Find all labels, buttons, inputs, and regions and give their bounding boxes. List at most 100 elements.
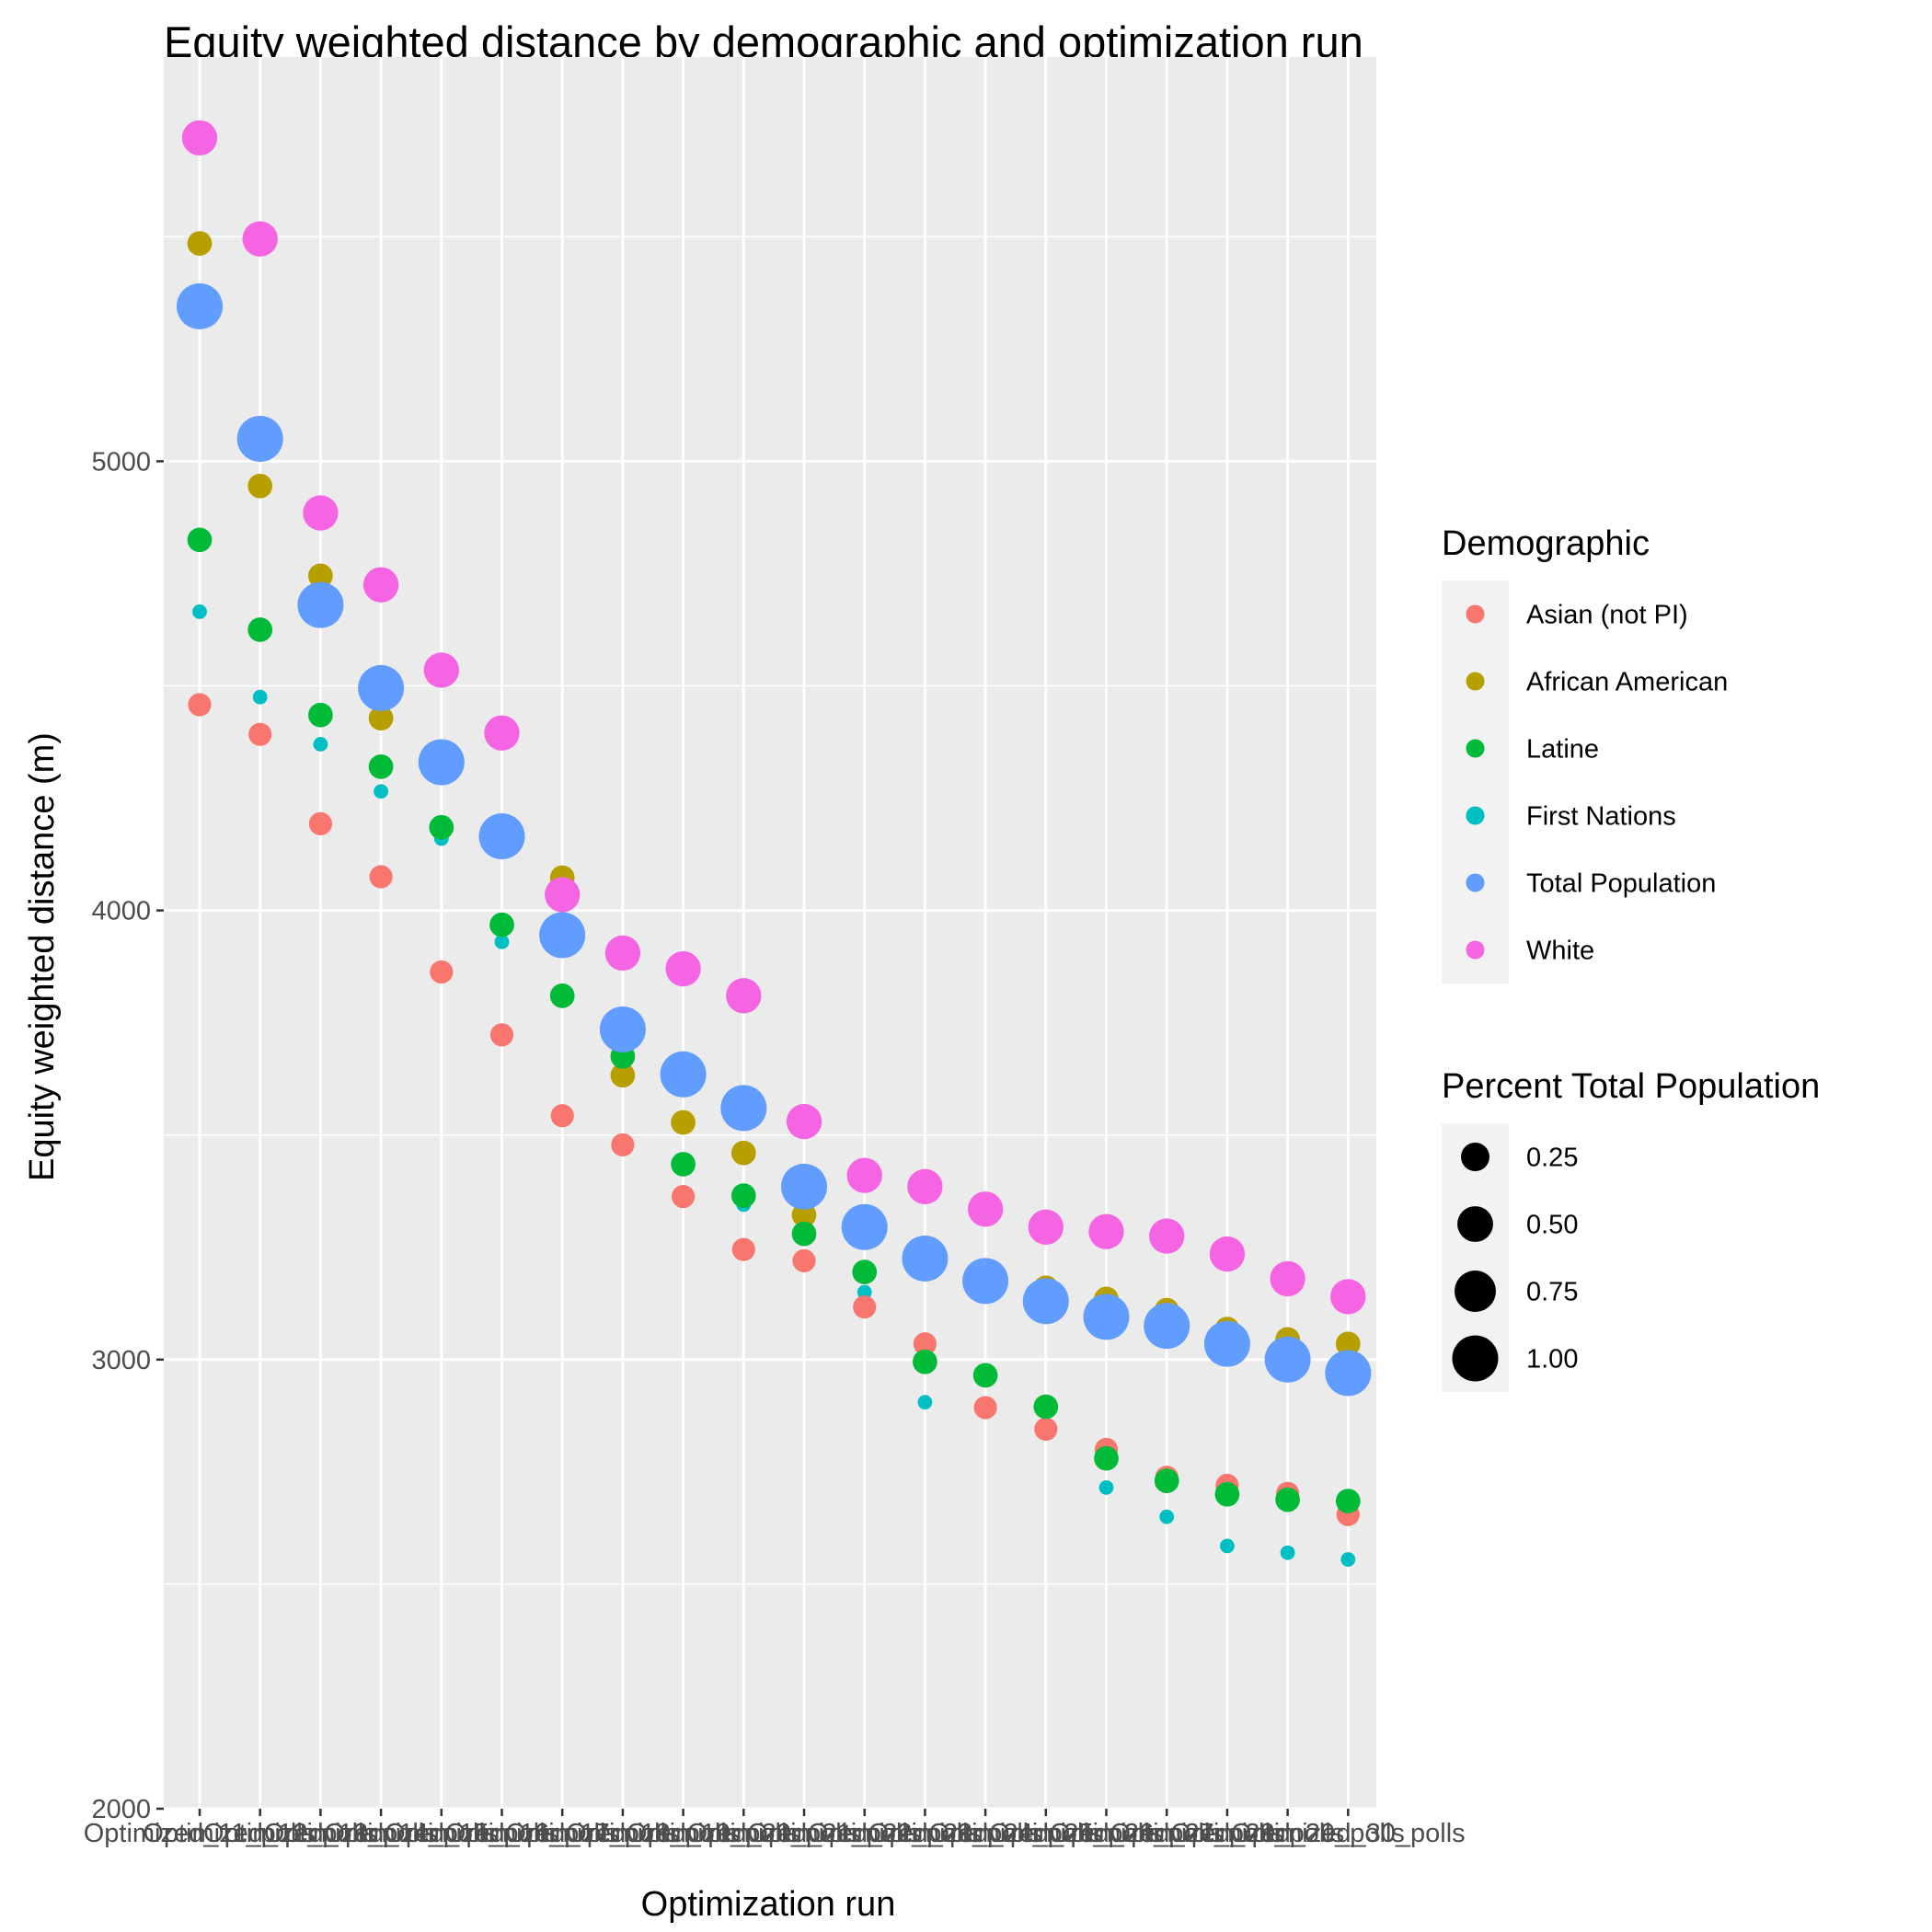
x-axis-title: Optimization run bbox=[641, 1885, 896, 1924]
point-asian-not-pi bbox=[672, 1184, 696, 1209]
point-latine bbox=[187, 527, 213, 553]
point-asian-not-pi bbox=[188, 693, 212, 717]
point-first-nations bbox=[374, 784, 388, 799]
legend-title-demographic: Demographic bbox=[1442, 524, 1650, 563]
point-first-nations bbox=[192, 604, 207, 619]
point-first-nations bbox=[313, 737, 328, 752]
legend-size-swatch bbox=[1455, 1271, 1496, 1312]
point-total-population bbox=[1022, 1278, 1069, 1325]
y-tick-label: 3000 bbox=[91, 1346, 151, 1375]
legend-size-swatch bbox=[1452, 1335, 1499, 1382]
point-white bbox=[1209, 1236, 1246, 1272]
legend-label: Latine bbox=[1526, 735, 1599, 765]
point-asian-not-pi bbox=[550, 1104, 574, 1128]
point-latine bbox=[1154, 1468, 1179, 1493]
point-total-population bbox=[177, 282, 223, 329]
legend-size-swatch bbox=[1461, 1143, 1489, 1171]
x-tick-label: Optimized_27_polls bbox=[1050, 1819, 1284, 1848]
x-tick-label: Optimized_15_polls bbox=[324, 1819, 558, 1848]
point-total-population bbox=[720, 1085, 767, 1132]
x-tick-label: Optimized_17_polls bbox=[445, 1819, 680, 1848]
point-asian-not-pi bbox=[248, 722, 272, 746]
legend-swatch bbox=[1466, 739, 1485, 758]
point-total-population bbox=[358, 664, 405, 711]
point-asian-not-pi bbox=[731, 1237, 755, 1261]
point-asian-not-pi bbox=[430, 960, 454, 984]
point-latine bbox=[1335, 1489, 1361, 1513]
x-tick-label: Optimized_24_polls bbox=[868, 1819, 1103, 1848]
point-latine bbox=[429, 814, 454, 840]
point-total-population bbox=[902, 1235, 949, 1282]
legend-demographic: Demographic Asian (not PI) African America… bbox=[1442, 524, 1728, 983]
legend-label: 0.75 bbox=[1526, 1278, 1578, 1307]
legend-label: Total Population bbox=[1526, 869, 1716, 899]
point-white bbox=[181, 120, 218, 156]
point-white bbox=[846, 1157, 882, 1193]
legend-size-swatch bbox=[1457, 1206, 1493, 1242]
point-total-population bbox=[236, 415, 283, 462]
point-total-population bbox=[478, 813, 525, 860]
point-asian-not-pi bbox=[913, 1332, 937, 1356]
point-asian-not-pi bbox=[973, 1396, 997, 1420]
point-latine bbox=[1094, 1445, 1119, 1471]
point-total-population bbox=[1264, 1336, 1311, 1383]
x-tick-label: Optimized_22_polls bbox=[747, 1819, 982, 1848]
point-total-population bbox=[962, 1258, 1009, 1305]
legend-swatch bbox=[1466, 873, 1485, 892]
point-total-population bbox=[1144, 1303, 1190, 1350]
point-latine bbox=[972, 1363, 998, 1388]
point-first-nations bbox=[494, 934, 510, 949]
point-african-american bbox=[368, 706, 394, 730]
point-first-nations bbox=[1340, 1552, 1356, 1567]
legend-swatch bbox=[1466, 940, 1485, 960]
point-latine bbox=[913, 1349, 937, 1374]
x-tick-label: Optimized_21_polls bbox=[687, 1819, 922, 1848]
point-latine bbox=[671, 1152, 696, 1177]
point-white bbox=[362, 567, 399, 603]
point-white bbox=[665, 950, 701, 987]
point-first-nations bbox=[917, 1395, 933, 1410]
x-tick-label: Optimized_18_polls bbox=[506, 1819, 741, 1848]
y-tick-label: 2000 bbox=[91, 1795, 151, 1824]
point-total-population bbox=[1203, 1320, 1250, 1367]
x-tick-label: Optimized_25_polls bbox=[928, 1819, 1163, 1848]
x-tick-label: Optimized_30_polls bbox=[1231, 1819, 1466, 1848]
point-white bbox=[423, 652, 459, 688]
legend-label: White bbox=[1526, 937, 1594, 966]
x-tick-label: Optimized_29_polls bbox=[1170, 1819, 1405, 1848]
x-tick-label: Optimized_20_polls bbox=[627, 1819, 861, 1848]
point-white bbox=[907, 1168, 943, 1204]
point-total-population bbox=[1325, 1350, 1372, 1397]
point-asian-not-pi bbox=[1034, 1417, 1058, 1442]
legend-swatch bbox=[1466, 806, 1485, 825]
point-asian-not-pi bbox=[792, 1248, 816, 1272]
point-white bbox=[786, 1103, 822, 1140]
point-african-american bbox=[730, 1140, 756, 1166]
x-axis: Optimized_11_pollsOptimized_12_pollsOpti… bbox=[84, 1809, 1466, 1848]
data-points bbox=[177, 120, 1372, 1567]
y-axis: 2000 3000 4000 5000 bbox=[91, 447, 164, 1824]
point-white bbox=[484, 715, 520, 751]
x-tick-label: Optimized_28_polls bbox=[1110, 1819, 1345, 1848]
point-latine bbox=[852, 1259, 878, 1284]
point-latine bbox=[730, 1183, 756, 1208]
point-latine bbox=[368, 754, 394, 779]
point-total-population bbox=[841, 1203, 888, 1250]
point-first-nations bbox=[1220, 1538, 1235, 1554]
point-first-nations bbox=[252, 689, 268, 705]
point-asian-not-pi bbox=[611, 1133, 635, 1157]
point-latine bbox=[308, 702, 333, 728]
legend-label: First Nations bbox=[1526, 802, 1676, 832]
plot-panel bbox=[164, 57, 1376, 1809]
point-white bbox=[1330, 1279, 1366, 1315]
point-asian-not-pi bbox=[853, 1295, 877, 1319]
point-asian-not-pi bbox=[308, 811, 332, 835]
point-total-population bbox=[1083, 1294, 1130, 1340]
y-axis-title: Equity weighted distance (m) bbox=[23, 732, 62, 1181]
point-total-population bbox=[297, 581, 344, 628]
legend-label: 0.25 bbox=[1526, 1144, 1578, 1173]
point-white bbox=[1088, 1213, 1124, 1249]
point-first-nations bbox=[1280, 1545, 1295, 1560]
point-asian-not-pi bbox=[369, 865, 393, 889]
